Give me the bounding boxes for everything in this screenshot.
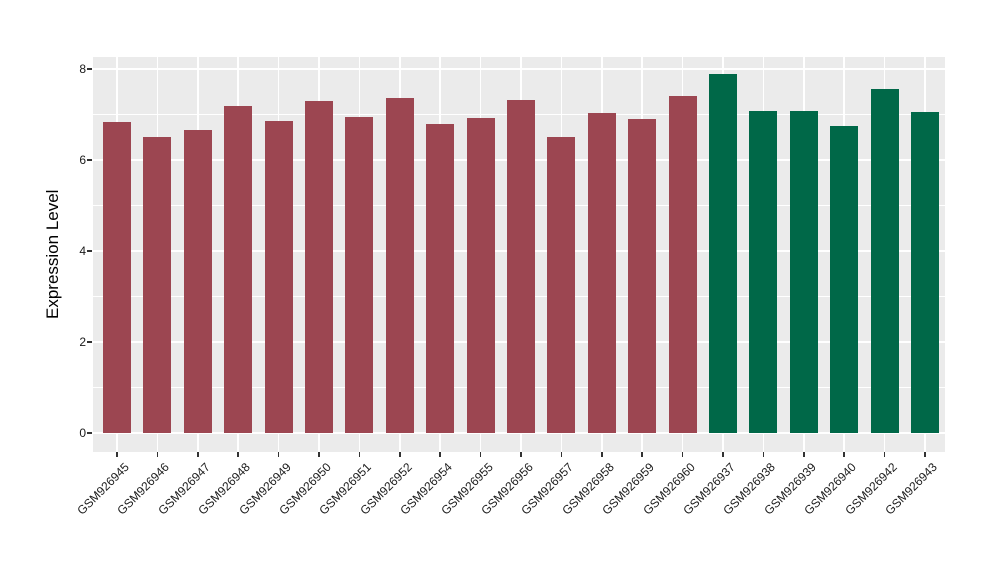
- x-tick-mark: [156, 452, 159, 457]
- bar-GSM926947: [183, 129, 212, 433]
- y-tick-mark: [87, 250, 92, 252]
- x-tick-mark: [358, 452, 361, 457]
- bar-GSM926956: [507, 100, 535, 433]
- y-tick-label: 2: [79, 335, 86, 349]
- major-gridline: [93, 68, 945, 70]
- y-tick-label: 6: [79, 153, 86, 167]
- bar-GSM926940: [830, 125, 859, 433]
- bar-GSM926954: [426, 124, 455, 433]
- x-tick-mark: [237, 452, 239, 457]
- y-tick-label: 8: [79, 62, 86, 76]
- x-tick-mark: [277, 452, 280, 457]
- x-tick-mark: [479, 452, 482, 457]
- x-tick-mark: [520, 452, 522, 457]
- bar-GSM926939: [789, 110, 818, 433]
- y-tick-mark: [87, 159, 92, 161]
- bar-GSM926955: [466, 117, 495, 433]
- x-tick-mark: [197, 452, 199, 457]
- x-tick-mark: [318, 452, 320, 457]
- bar-GSM926937: [709, 74, 737, 433]
- x-tick-mark: [883, 452, 886, 457]
- x-tick-mark: [762, 452, 765, 457]
- bar-GSM926958: [587, 112, 616, 433]
- bar-GSM926951: [345, 116, 374, 433]
- x-tick-mark: [924, 452, 926, 457]
- bar-GSM926942: [870, 89, 899, 433]
- x-tick-mark: [439, 452, 441, 457]
- x-tick-mark: [843, 452, 845, 457]
- x-tick-label: GSM926943: [882, 460, 940, 518]
- y-tick-mark: [87, 341, 92, 343]
- bar-GSM926959: [628, 119, 657, 433]
- x-tick-mark: [803, 452, 805, 457]
- y-tick-label: 0: [79, 426, 86, 440]
- y-tick-mark: [87, 432, 92, 434]
- bar-GSM926943: [911, 111, 939, 433]
- x-tick-mark: [722, 452, 724, 457]
- bar-GSM926952: [385, 97, 414, 433]
- bar-GSM926946: [143, 137, 172, 433]
- x-tick-mark: [641, 452, 643, 457]
- bar-GSM926938: [749, 110, 778, 433]
- plot-panel: [93, 57, 945, 452]
- bar-GSM926957: [547, 137, 576, 433]
- bar-GSM926960: [668, 95, 697, 433]
- x-tick-mark: [601, 452, 603, 457]
- y-tick-label: 4: [79, 244, 86, 258]
- bar-GSM926949: [264, 120, 293, 433]
- y-tick-mark: [87, 68, 92, 70]
- x-tick-mark: [116, 452, 118, 457]
- bar-GSM926948: [224, 106, 253, 433]
- bar-GSM926950: [305, 101, 333, 433]
- major-gridline: [93, 432, 945, 434]
- x-tick-mark: [560, 452, 563, 457]
- x-tick-mark: [681, 452, 684, 457]
- x-tick-mark: [399, 452, 401, 457]
- bar-GSM926945: [103, 121, 131, 433]
